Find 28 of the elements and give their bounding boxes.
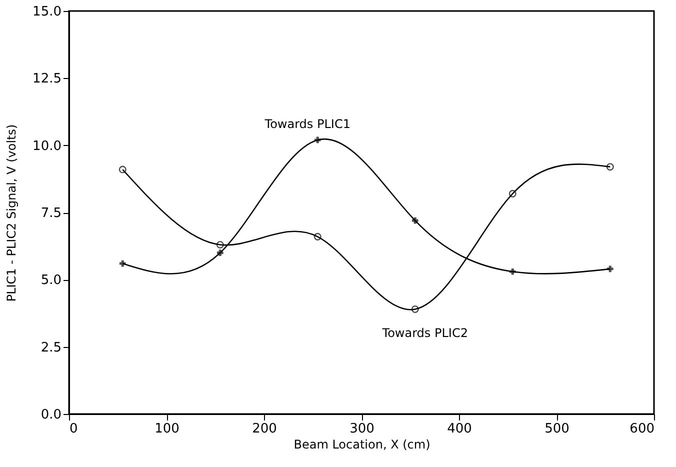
point [216,240,224,248]
x-tick-label: 600 [630,422,654,436]
x-axis-title: Beam Location, X (cm) [294,438,430,452]
y-tick-label: 15.0 [32,4,62,20]
point [119,260,126,267]
point [508,190,516,198]
series-label: Towards PLIC1 [264,116,350,131]
point [509,268,516,275]
y-tick-label: 10.0 [32,138,62,154]
point [314,136,321,144]
y-tick-label: 12.5 [32,72,62,87]
y-tick-label: 2.5 [40,340,62,356]
point [314,232,322,240]
point [412,217,418,224]
x-tick-label: 500 [544,422,570,436]
point [411,305,419,313]
point [606,266,614,272]
x-tick-label: 400 [447,422,472,436]
y-axis-title: PLIC1 - PLIC2 Signal, V (volts) [4,124,19,302]
y-tick-label: 5.0 [40,273,62,288]
series-label: Towards PLIC2 [381,326,468,340]
x-tick-label: 200 [252,422,277,436]
point [216,250,224,256]
y-tick-label: 7.5 [40,206,62,221]
x-tick-label: 300 [350,422,374,436]
x-tick-label: 0 [70,422,78,436]
y-tick-label: 0.0 [40,408,62,422]
x-tick-label: 100 [154,422,180,436]
